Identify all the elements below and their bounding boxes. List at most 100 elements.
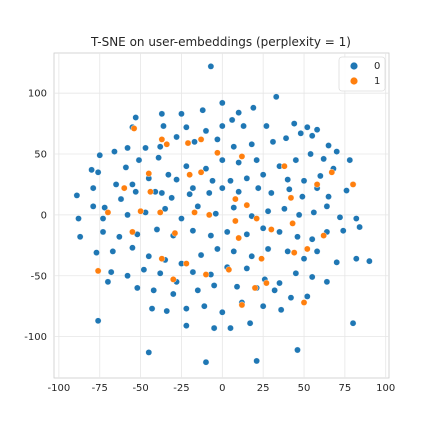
data-point-series-1: [137, 207, 144, 215]
data-point-series-0: [210, 282, 218, 289]
data-point-series-0: [178, 215, 185, 222]
legend-marker-0: [350, 62, 358, 70]
data-point-series-0: [173, 133, 180, 141]
data-point-series-0: [189, 227, 197, 235]
data-point-series-0: [214, 245, 221, 253]
data-point-series-0: [191, 138, 198, 146]
data-point-series-0: [353, 215, 360, 222]
x-tick-label: 25: [257, 383, 270, 394]
data-point-series-0: [135, 156, 143, 164]
data-point-series-1: [197, 136, 205, 143]
data-point-series-0: [254, 184, 262, 192]
data-point-series-0: [353, 255, 360, 263]
data-point-series-0: [303, 123, 311, 131]
data-point-series-0: [189, 184, 197, 192]
data-point-series-0: [156, 143, 164, 151]
legend-marker-1: [350, 77, 358, 85]
data-point-series-0: [248, 140, 256, 148]
data-point-series-0: [183, 123, 190, 131]
data-point-series-0: [240, 122, 247, 130]
data-point-series-0: [202, 127, 210, 135]
data-point-series-0: [111, 148, 118, 155]
data-point-series-1: [263, 279, 270, 287]
data-point-series-1: [145, 170, 153, 177]
data-point-series-0: [210, 324, 218, 332]
data-point-series-0: [333, 259, 341, 266]
data-point-series-0: [349, 319, 357, 327]
data-point-series-0: [235, 159, 242, 166]
data-point-series-0: [219, 122, 226, 130]
data-point-series-0: [259, 224, 267, 232]
data-point-series-1: [197, 168, 205, 176]
data-point-series-0: [308, 273, 316, 281]
data-point-series-0: [165, 171, 172, 179]
data-point-series-0: [356, 223, 363, 231]
data-point-series-0: [323, 203, 331, 210]
data-point-series-1: [300, 299, 308, 306]
data-point-series-0: [263, 122, 270, 130]
data-point-series-1: [287, 194, 295, 202]
data-point-series-0: [284, 176, 291, 183]
legend-label-0: 0: [374, 61, 380, 72]
data-point-series-0: [107, 268, 115, 276]
data-point-series-0: [199, 106, 207, 114]
data-point-series-1: [232, 217, 239, 225]
data-point-series-0: [325, 142, 332, 149]
data-point-series-0: [145, 349, 153, 356]
data-point-series-1: [183, 260, 190, 267]
data-point-series-1: [313, 181, 321, 188]
data-point-series-1: [156, 209, 164, 216]
data-point-series-1: [258, 255, 265, 263]
data-point-series-0: [101, 204, 108, 211]
data-point-series-0: [132, 114, 140, 121]
data-point-series-1: [290, 249, 298, 256]
x-tick-label: -50: [132, 383, 148, 394]
data-point-series-0: [212, 210, 220, 217]
data-point-series-0: [132, 188, 140, 196]
data-point-series-0: [148, 305, 156, 312]
data-point-series-0: [243, 231, 251, 238]
data-point-series-0: [346, 156, 354, 164]
data-point-series-1: [349, 181, 357, 188]
plot-area: [53, 52, 390, 379]
data-point-series-0: [277, 306, 285, 314]
data-point-series-1: [235, 234, 242, 242]
data-point-series-0: [253, 156, 260, 164]
data-point-series-0: [227, 324, 234, 332]
data-point-series-0: [183, 322, 190, 329]
data-point-series-0: [202, 165, 210, 172]
data-point-series-1: [130, 125, 138, 132]
data-point-series-0: [230, 204, 238, 211]
data-point-series-1: [232, 195, 239, 203]
data-point-series-0: [253, 357, 260, 365]
data-point-series-0: [287, 294, 295, 301]
data-point-series-0: [294, 346, 301, 354]
data-point-series-0: [310, 209, 318, 216]
data-point-series-1: [205, 211, 213, 219]
data-point-series-0: [94, 317, 102, 325]
data-point-series-0: [333, 148, 341, 155]
x-tick-label: 50: [298, 383, 311, 394]
chart-title: T-SNE on user-embeddings (perplexity = 1…: [90, 35, 351, 49]
y-tick-label: -100: [24, 332, 47, 343]
data-point-series-1: [94, 267, 102, 275]
data-point-series-0: [243, 265, 251, 272]
data-point-series-0: [300, 255, 308, 263]
data-point-series-0: [96, 151, 104, 159]
data-point-series-0: [339, 227, 347, 235]
y-tick-label: 100: [28, 89, 47, 100]
data-point-series-0: [89, 184, 97, 192]
data-point-series-0: [276, 228, 283, 236]
data-point-series-1: [169, 276, 177, 283]
data-point-series-0: [75, 215, 82, 222]
data-point-series-1: [186, 171, 193, 179]
data-point-series-0: [129, 181, 136, 188]
data-point-series-1: [238, 153, 246, 160]
x-tick-label: -100: [48, 383, 71, 394]
data-point-series-0: [284, 248, 291, 255]
data-point-series-0: [227, 177, 234, 185]
data-point-series-0: [183, 162, 190, 170]
data-point-series-1: [214, 149, 221, 157]
data-point-series-0: [233, 283, 241, 291]
